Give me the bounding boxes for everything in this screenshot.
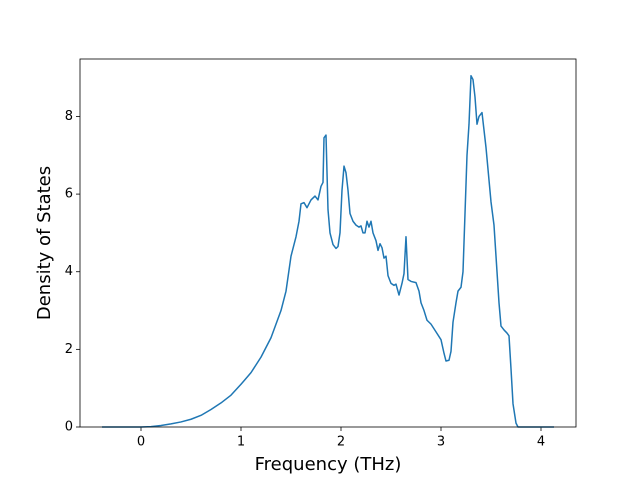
x-axis-label: Frequency (THz) (255, 454, 402, 475)
plot-frame (79, 58, 577, 428)
dos-line (102, 74, 554, 428)
x-tick-label: 1 (237, 435, 245, 450)
x-tick-label: 0 (137, 435, 145, 450)
y-tick-label: 2 (65, 342, 73, 357)
y-tick-label: 0 (65, 420, 73, 435)
y-tick-label: 6 (65, 187, 73, 202)
x-tick-label: 2 (337, 435, 345, 450)
x-tick-label: 3 (437, 435, 445, 450)
y-tick-label: 4 (65, 264, 73, 279)
y-axis-label: Density of States (34, 166, 55, 320)
y-tick-label: 8 (65, 109, 73, 124)
x-tick-label: 4 (537, 435, 545, 450)
